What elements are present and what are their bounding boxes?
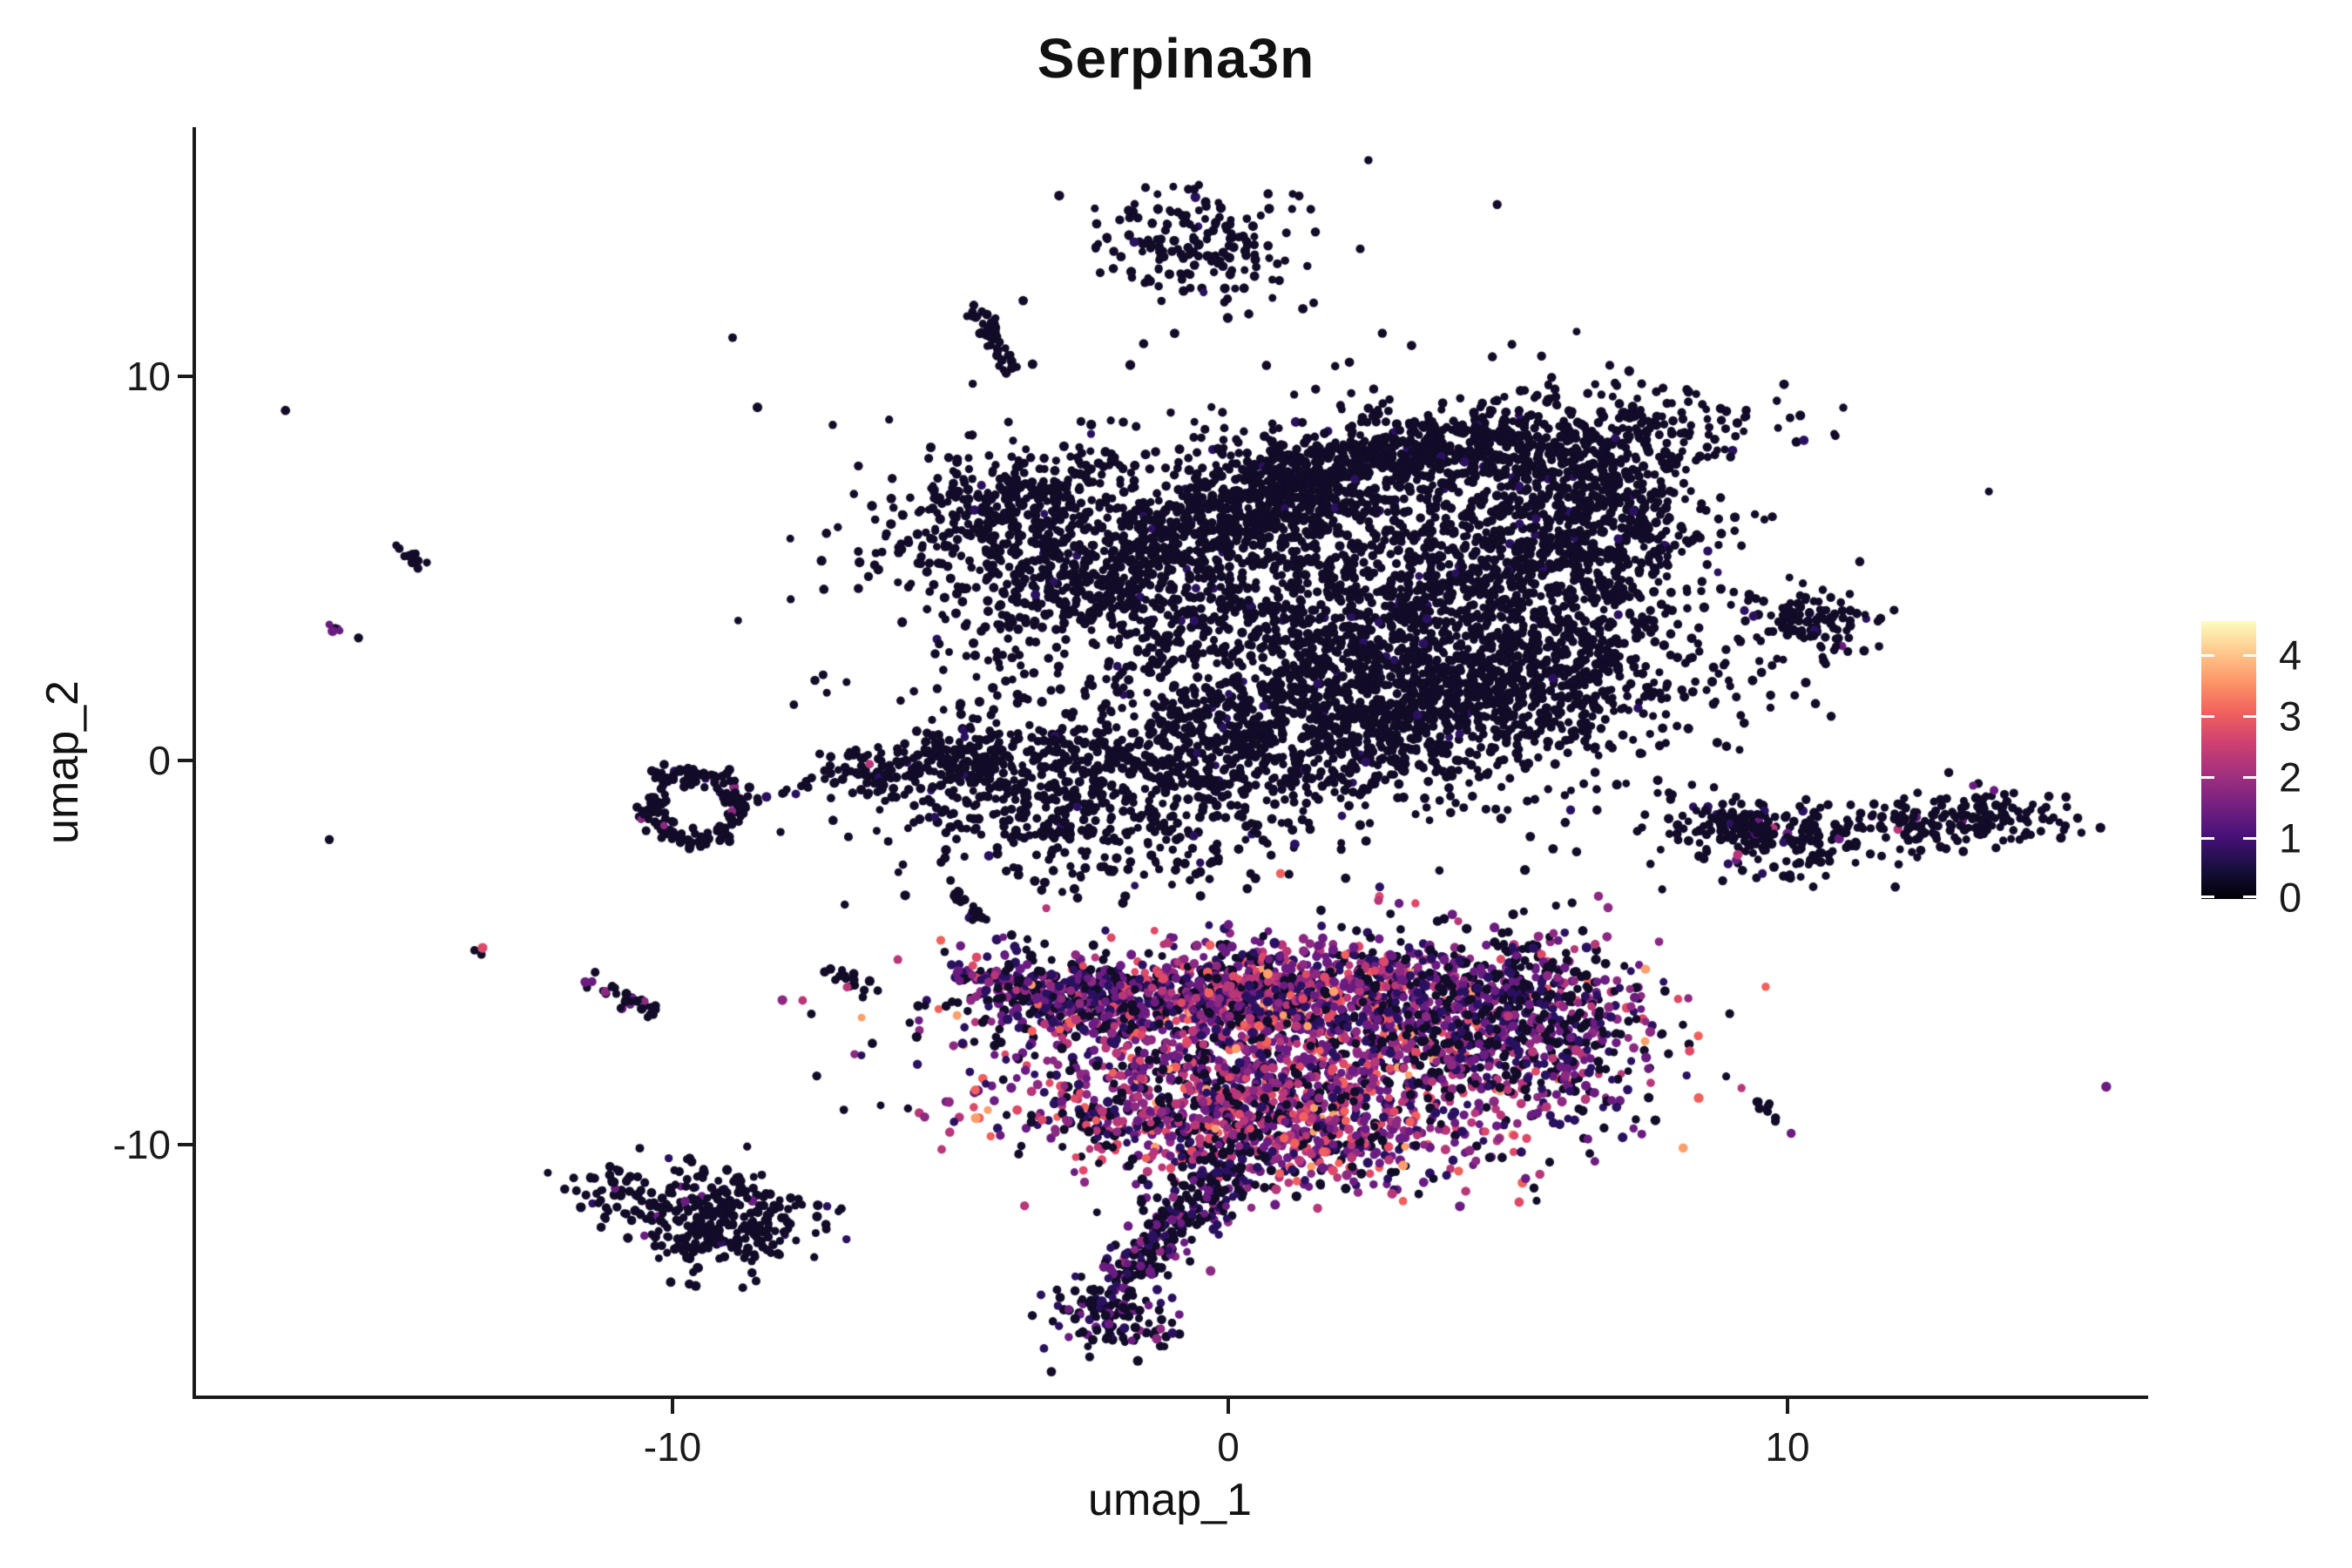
x-tick-10 <box>1786 1399 1789 1414</box>
x-tick-label-neg10: -10 <box>643 1424 702 1470</box>
plot-title: Serpina3n <box>1037 27 1315 90</box>
colorbar-tick-4-left <box>2201 654 2214 657</box>
colorbar-tick-2-left <box>2201 776 2214 779</box>
x-tick-label-10: 10 <box>1765 1424 1810 1470</box>
colorbar-tick-0-right <box>2243 896 2256 898</box>
colorbar-tick-1-right <box>2243 837 2256 840</box>
y-tick-0 <box>178 759 193 762</box>
y-tick-neg10 <box>178 1143 193 1146</box>
y-tick-label-0: 0 <box>148 738 171 783</box>
colorbar-tick-3-left <box>2201 715 2214 718</box>
x-tick-neg10 <box>671 1399 674 1414</box>
colorbar-label-4: 4 <box>2279 632 2302 679</box>
x-tick-0 <box>1227 1399 1230 1414</box>
y-tick-10 <box>178 375 193 378</box>
x-axis-line <box>193 1396 2148 1399</box>
colorbar-tick-0-left <box>2201 896 2214 898</box>
colorbar-label-2: 2 <box>2279 754 2302 801</box>
y-axis-title: umap_2 <box>37 680 88 844</box>
x-tick-label-0: 0 <box>1217 1424 1240 1470</box>
y-axis-line <box>193 127 196 1399</box>
colorbar-label-0: 0 <box>2279 874 2302 921</box>
colorbar-tick-2-right <box>2243 776 2256 779</box>
x-axis-title: umap_1 <box>1088 1475 1252 1525</box>
colorbar-tick-4-right <box>2243 654 2256 657</box>
y-tick-label-neg10: -10 <box>112 1122 171 1167</box>
y-tick-label-10: 10 <box>125 354 171 399</box>
colorbar-tick-3-right <box>2243 715 2256 718</box>
colorbar-tick-1-left <box>2201 837 2214 840</box>
colorbar-label-1: 1 <box>2279 814 2302 862</box>
colorbar-label-3: 3 <box>2279 693 2302 740</box>
colorbar-gradient <box>2201 621 2256 899</box>
